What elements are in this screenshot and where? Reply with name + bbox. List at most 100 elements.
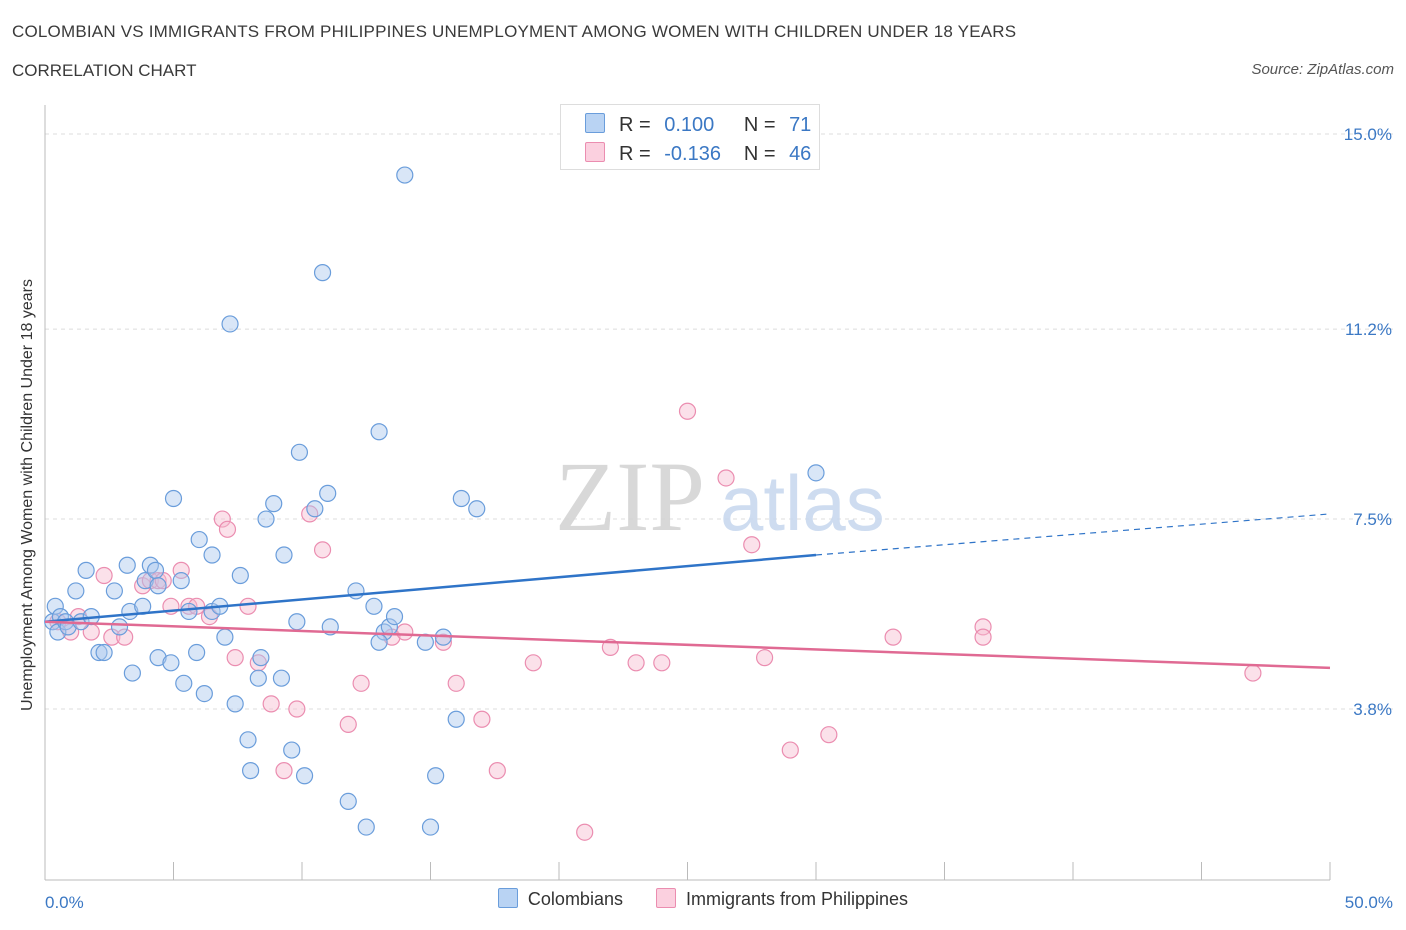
data-point-colombians [95,643,113,662]
legend-n-label: N = [743,114,776,136]
axes [44,105,1331,881]
series-philippines-points [49,402,1262,841]
legend-swatch-blue [497,888,518,908]
data-point-colombians [447,710,465,728]
data-point-philippines [339,715,357,734]
data-point-philippines [434,633,452,651]
data-point-colombians [421,818,440,836]
data-point-colombians [67,582,85,600]
legend-swatch-pink [585,142,605,162]
data-point-philippines [301,505,319,523]
data-point-colombians [195,684,213,703]
correlation-legend: R = 0.100 N = 71 R = -0.136 N = 46 [560,104,820,170]
data-point-colombians [190,530,208,549]
legend-r-value: -0.136 [664,143,721,165]
data-point-colombians [162,654,180,672]
data-point-colombians [226,695,244,713]
data-point-colombians [452,489,470,508]
legend-item-colombians[interactable]: Colombians [497,888,623,910]
data-point-philippines [447,674,465,692]
x-tick-label: 0.0% [45,893,84,912]
data-point-colombians [221,315,239,333]
data-point-colombians [149,649,167,667]
data-point-colombians [105,582,123,600]
data-point-colombians [175,674,193,692]
data-point-colombians [319,484,337,502]
data-point-philippines [149,572,167,590]
legend-n-value: 71 [789,114,812,136]
chart-title: COLOMBIAN VS IMMIGRANTS FROM PHILIPPINES… [12,22,1017,41]
series-colombians-points [44,166,825,836]
data-point-philippines [884,628,902,646]
data-point-colombians [203,546,221,564]
data-point-philippines [218,520,237,538]
data-point-philippines [974,628,992,646]
y-tick-label: 3.8% [1353,700,1392,719]
data-point-colombians [239,731,257,749]
legend-r-value: 0.100 [664,114,715,136]
data-point-colombians [370,423,388,441]
data-point-philippines [288,700,306,718]
legend-swatch-blue [585,113,605,133]
data-point-philippines [313,541,332,559]
legend-swatch-pink [655,888,676,908]
y-axis-label: Unemployment Among Women with Children U… [19,279,36,711]
y-tick-labels: 3.8% 7.5% 11.2% 15.0% [1344,125,1392,719]
data-point-colombians [242,762,260,780]
data-point-philippines [717,469,735,487]
data-point-colombians [385,607,404,626]
x-tick-label: 50.0% [1345,893,1393,912]
data-point-philippines [239,597,257,615]
data-point-philippines [1244,664,1262,682]
y-tick-label: 11.2% [1345,320,1392,339]
data-point-philippines [95,566,113,585]
data-point-philippines [653,654,671,672]
data-point-philippines [576,823,594,841]
data-point-colombians [146,561,165,579]
data-point-philippines [275,762,293,780]
trend-line-colombians-extension [815,513,1331,556]
data-point-philippines [213,510,231,528]
data-point-philippines [524,654,542,672]
data-point-philippines [396,623,414,641]
data-point-philippines [226,649,244,667]
data-point-colombians [265,495,283,513]
data-point-colombians [123,664,141,682]
data-point-colombians [172,572,190,590]
data-point-colombians [164,489,183,508]
legend-label-colombians: Colombians [527,889,623,909]
data-point-philippines [262,695,280,713]
data-point-colombians [141,556,159,574]
data-point-colombians [110,618,129,636]
data-point-colombians [306,500,324,518]
y-tick-label: 7.5% [1353,510,1392,529]
legend-n-label: N = [743,143,776,165]
data-point-colombians [136,572,154,590]
data-point-colombians [468,500,486,518]
data-point-philippines [755,649,774,667]
data-point-colombians [188,643,206,662]
data-point-philippines [627,654,645,672]
data-point-colombians [339,792,357,811]
data-point-colombians [357,818,375,836]
data-point-philippines [678,402,697,420]
data-point-philippines [488,762,506,780]
watermark-zip: ZIP [555,441,705,552]
data-point-colombians [149,577,167,595]
data-point-colombians [231,566,249,585]
data-point-philippines [820,726,838,744]
legend-item-philippines[interactable]: Immigrants from Philippines [655,888,908,910]
data-point-colombians [365,597,383,615]
data-point-colombians [370,633,388,651]
series-legend: Colombians Immigrants from Philippines [0,888,1406,910]
data-point-colombians [77,561,95,579]
legend-r-label: R = [619,114,651,136]
data-point-colombians [427,767,445,785]
chart-subtitle: CORRELATION CHART [12,61,197,80]
data-point-philippines [743,536,761,554]
x-tick-labels: 0.0% 50.0% [45,893,1393,912]
data-point-colombians [118,556,136,574]
data-point-colombians [288,613,306,631]
trend-line-colombians [44,553,817,623]
